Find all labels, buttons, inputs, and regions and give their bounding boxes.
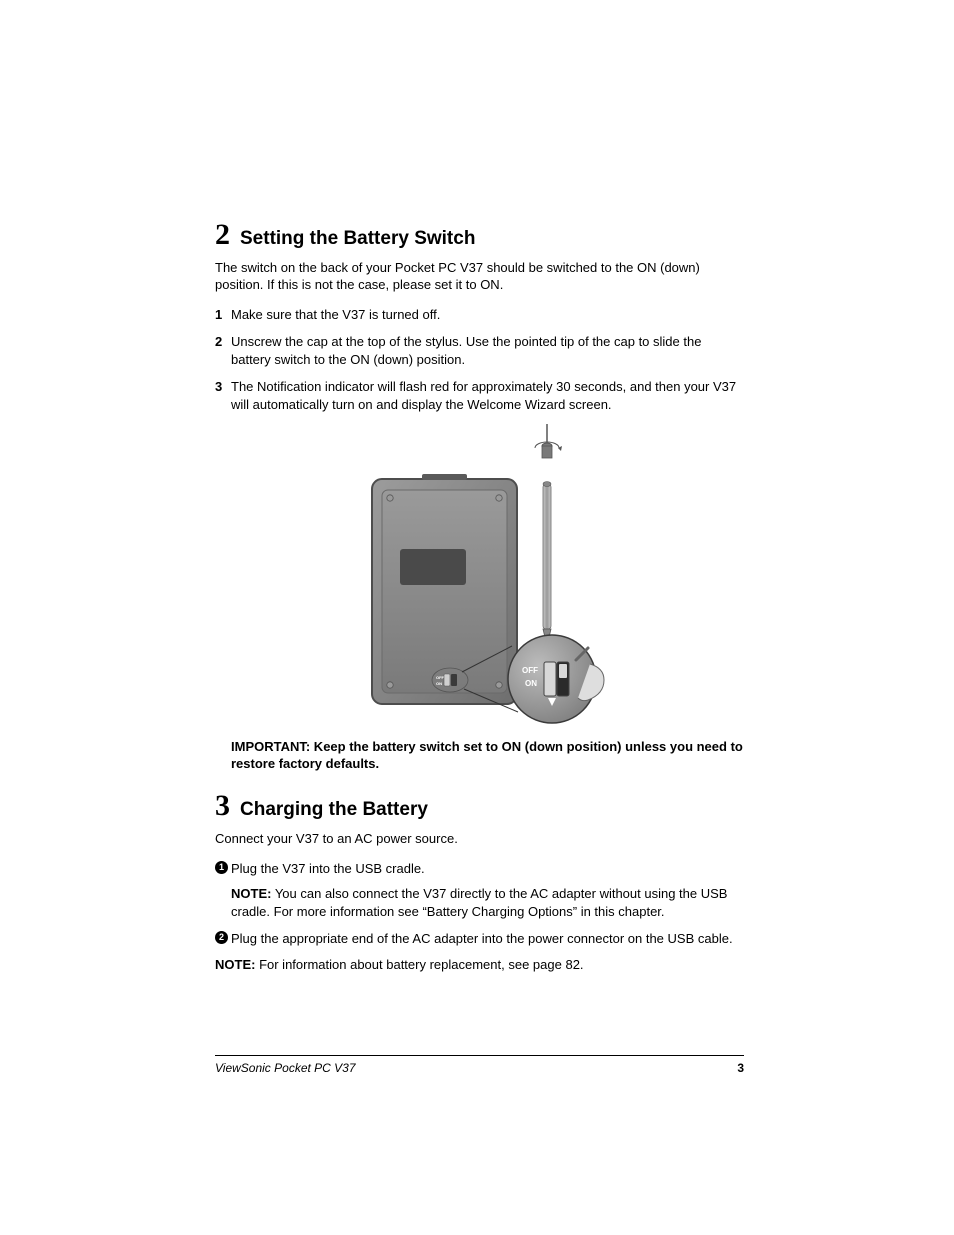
section-2-number: 2: [215, 220, 230, 250]
section-2-title: Setting the Battery Switch: [240, 229, 475, 248]
device-illustration: OFFONOFFON: [352, 424, 607, 724]
important-note: IMPORTANT: Keep the battery switch set t…: [231, 738, 744, 773]
step-number: 2: [215, 333, 231, 368]
note-text: For information about battery replacemen…: [255, 957, 583, 972]
list-item: 1 Make sure that the V37 is turned off.: [215, 306, 744, 324]
step-text: Unscrew the cap at the top of the stylus…: [231, 333, 744, 368]
section-3-number: 3: [215, 791, 230, 821]
svg-text:OFF: OFF: [522, 666, 538, 675]
step-number: 3: [215, 378, 231, 413]
page-footer: ViewSonic Pocket PC V37 3: [215, 1055, 744, 1075]
manual-page: 2 Setting the Battery Switch The switch …: [0, 0, 954, 1235]
step-number: 1: [215, 306, 231, 324]
section-3-steps-cont: 2 Plug the appropriate end of the AC ada…: [215, 930, 744, 948]
step-text: Plug the appropriate end of the AC adapt…: [231, 930, 744, 948]
list-item: 1 Plug the V37 into the USB cradle.: [215, 860, 744, 878]
svg-text:ON: ON: [525, 679, 537, 688]
sub-note: NOTE: You can also connect the V37 direc…: [231, 885, 744, 920]
section-2-heading: 2 Setting the Battery Switch: [215, 220, 744, 250]
list-item: 2 Plug the appropriate end of the AC ada…: [215, 930, 744, 948]
svg-text:ON: ON: [436, 681, 442, 686]
note-text: You can also connect the V37 directly to…: [231, 886, 727, 919]
step-text: The Notification indicator will flash re…: [231, 378, 744, 413]
section-3-intro: Connect your V37 to an AC power source.: [215, 831, 744, 848]
section-3-title: Charging the Battery: [240, 800, 428, 819]
final-note: NOTE: For information about battery repl…: [215, 956, 744, 974]
list-item: 2 Unscrew the cap at the top of the styl…: [215, 333, 744, 368]
section-3-steps: 1 Plug the V37 into the USB cradle.: [215, 860, 744, 878]
svg-text:OFF: OFF: [436, 675, 445, 680]
footer-page-number: 3: [737, 1061, 744, 1075]
battery-switch-figure: OFFONOFFON: [215, 424, 744, 724]
list-item: 3 The Notification indicator will flash …: [215, 378, 744, 413]
circled-number-icon: 1: [215, 860, 231, 878]
section-2-intro: The switch on the back of your Pocket PC…: [215, 260, 744, 294]
section-2-steps: 1 Make sure that the V37 is turned off. …: [215, 306, 744, 414]
step-text: Make sure that the V37 is turned off.: [231, 306, 744, 324]
footer-title: ViewSonic Pocket PC V37: [215, 1061, 356, 1075]
note-label: NOTE:: [215, 957, 255, 972]
step-text: Plug the V37 into the USB cradle.: [231, 860, 744, 878]
section-3-heading: 3 Charging the Battery: [215, 791, 744, 821]
circled-number-icon: 2: [215, 930, 231, 948]
note-label: NOTE:: [231, 886, 271, 901]
